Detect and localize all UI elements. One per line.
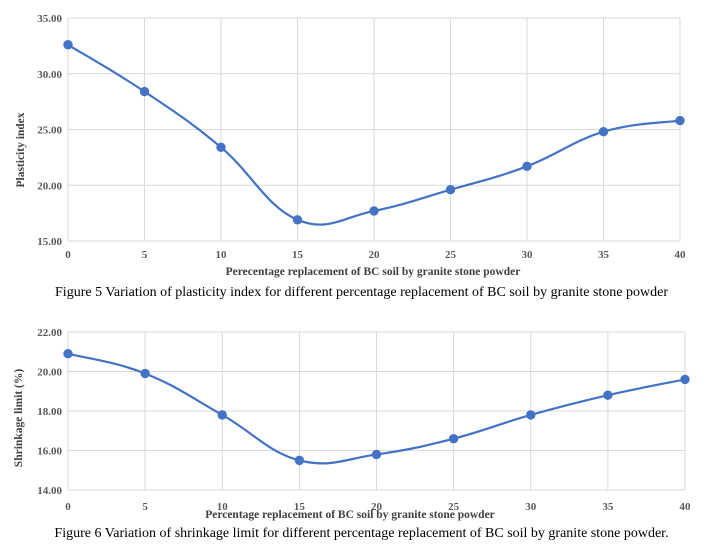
x-axis-title: Perecentage replacement of BC soil by gr… (226, 266, 521, 278)
data-point (603, 390, 613, 400)
y-axis-title: Plasticity index (15, 112, 27, 187)
data-point (63, 40, 73, 50)
data-point (216, 142, 226, 153)
x-axis-title: Percentage replacement of BC soil by gra… (205, 509, 495, 521)
data-point (680, 374, 690, 385)
x-tick-label: 20 (369, 249, 381, 261)
y-tick-label: 15.00 (37, 236, 62, 248)
x-tick-label: 20 (371, 501, 383, 513)
data-point (598, 127, 609, 137)
plasticity-index-chart: 15.00 20.00 25.00 30.00 35.00 0 5 10 15 20 25 30 35 4… (15, 13, 687, 278)
x-tick-label: 30 (525, 501, 537, 513)
data-point (140, 368, 150, 379)
x-tick-label: 15 (294, 501, 306, 513)
x-tick-label: 5 (142, 249, 148, 261)
x-tick-label: 0 (65, 249, 71, 261)
data-point (526, 410, 536, 420)
data-point (675, 115, 685, 126)
y-tick-label: 20.00 (37, 367, 62, 379)
data-point (217, 410, 227, 420)
data-point (63, 349, 73, 359)
y-tick-label: 22.00 (37, 327, 62, 339)
x-tick-label: 25 (448, 501, 460, 513)
data-point (292, 215, 303, 225)
data-point (522, 161, 532, 171)
data-point (294, 455, 305, 466)
x-tick-label: 15 (292, 249, 304, 261)
y-tick-label: 16.00 (37, 446, 62, 458)
data-point (139, 86, 150, 97)
x-tick-label: 40 (680, 501, 692, 513)
y-tick-label: 25.00 (37, 125, 62, 137)
data-point (445, 185, 456, 195)
data-point (448, 433, 459, 444)
x-tick-label: 10 (216, 249, 228, 261)
y-tick-label: 20.00 (37, 180, 62, 192)
y-tick-label: 18.00 (37, 406, 62, 418)
y-tick-label: 30.00 (37, 69, 62, 81)
data-point (369, 206, 379, 216)
shrinkage-limit-chart: 14.00 16.00 18.00 20.00 22.00 0 5 10 15 20 25 30 35 4… (13, 327, 692, 521)
x-tick-label: 5 (142, 501, 148, 513)
figure-5-caption: Figure 5 Variation of plasticity index f… (55, 285, 668, 300)
y-axis-title: Shrinkage limit (%) (13, 369, 25, 468)
series-line (67, 43, 681, 226)
x-tick-label: 40 (675, 249, 687, 261)
x-tick-label: 0 (65, 501, 71, 513)
y-tick-label: 35.00 (37, 13, 62, 25)
x-tick-label: 35 (602, 501, 614, 513)
x-tick-label: 25 (445, 249, 457, 261)
y-tick-label: 14.00 (37, 485, 62, 497)
data-point (371, 449, 382, 460)
x-tick-label: 10 (217, 501, 229, 513)
x-tick-label: 30 (522, 249, 534, 261)
x-tick-label: 35 (598, 249, 610, 261)
figure-6-caption: Figure 6 Variation of shrinkage limit fo… (54, 526, 669, 541)
